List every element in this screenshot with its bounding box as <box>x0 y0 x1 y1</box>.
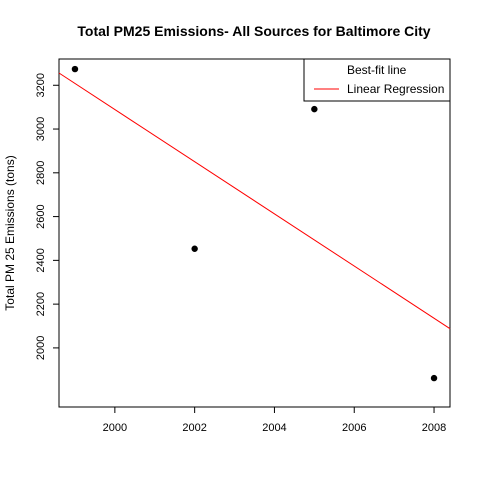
data-point <box>71 65 79 73</box>
y-tick-label: 2400 <box>35 248 47 272</box>
legend-box <box>303 58 451 102</box>
data-point <box>430 374 438 382</box>
data-point <box>191 245 198 252</box>
x-tick-label: 2008 <box>422 422 446 434</box>
x-tick-label: 2006 <box>342 422 366 434</box>
x-axis: 2000 2002 2004 2006 2008 <box>103 407 446 434</box>
legend-entry-best-fit: Best-fit line <box>347 63 407 77</box>
x-tick-label: 2004 <box>262 422 286 434</box>
x-tick-label: 2002 <box>182 422 206 434</box>
y-tick-label: 2200 <box>35 292 47 316</box>
y-tick-label: 2600 <box>35 204 47 228</box>
data-points <box>71 65 438 382</box>
x-tick-label: 2000 <box>103 422 127 434</box>
y-tick-label: 3200 <box>35 73 47 97</box>
plot-frame <box>58 58 451 408</box>
y-tick-label: 3000 <box>35 117 47 141</box>
legend-entry-regression: Linear Regression <box>347 82 444 96</box>
y-tick-label: 2800 <box>35 161 47 185</box>
legend: Best-fit line Linear Regression <box>303 58 451 102</box>
data-point <box>311 105 318 113</box>
y-axis-label: Total PM 25 Emissions (tons) <box>3 155 17 310</box>
y-tick-label: 2000 <box>35 336 47 360</box>
chart-title: Total PM25 Emissions- All Sources for Ba… <box>77 23 430 39</box>
y-axis: 2000 2200 2400 2600 2800 3000 3200 <box>35 73 59 360</box>
regression-line <box>58 72 451 330</box>
